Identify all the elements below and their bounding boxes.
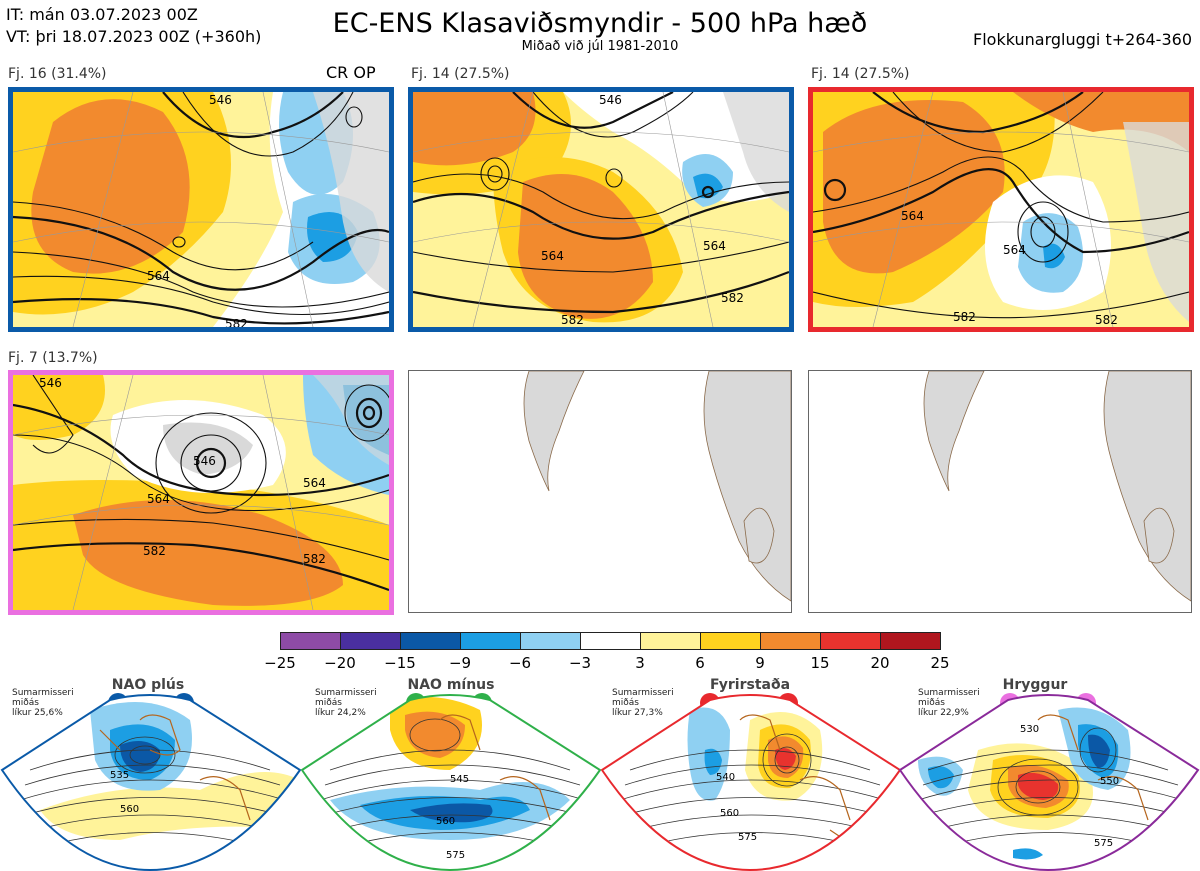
cluster-4-contour-label-4: 564 bbox=[303, 476, 326, 490]
regime-1-contour-label-1: 535 bbox=[110, 770, 129, 781]
regime-3-map: 540 560 575 bbox=[600, 694, 902, 871]
colorbar-segment-10 bbox=[820, 632, 881, 650]
regime-4-contour-label-1: 530 bbox=[1020, 724, 1039, 735]
empty-map-panel-1 bbox=[408, 370, 792, 613]
colorbar-tick-9: 9 bbox=[755, 654, 765, 672]
colorbar-segment-6 bbox=[580, 632, 641, 650]
cluster-2-contour-label-3: 564 bbox=[703, 239, 726, 253]
regime-2-note: Sumarmisseri miðás líkur 24,2% bbox=[315, 688, 377, 718]
regime-2-map: 545 560 575 bbox=[300, 694, 602, 871]
regime-1-map: 535 560 bbox=[0, 694, 302, 871]
cluster-2-contour-label-2: 564 bbox=[541, 249, 564, 263]
cluster-4-contour-label-2: 546 bbox=[193, 454, 216, 468]
colorbar-tick-7: 3 bbox=[635, 654, 645, 672]
cluster-2-label: Fj. 14 (27.5%) bbox=[411, 66, 510, 82]
regime-2-name: NAO mínus bbox=[407, 677, 495, 693]
colorbar-tick-3: −15 bbox=[384, 654, 416, 672]
regime-3-name: Fyrirstaða bbox=[709, 677, 791, 693]
colorbar-segment-3 bbox=[400, 632, 461, 650]
colorbar-segment-7 bbox=[640, 632, 701, 650]
regime-2-contour-label-1: 545 bbox=[450, 774, 469, 785]
regime-2-note-line-3: líkur 24,2% bbox=[315, 708, 366, 718]
regime-1-name: NAO plús bbox=[111, 677, 185, 693]
colorbar-tick-11: 20 bbox=[870, 654, 890, 672]
regime-3-contour-label-1: 540 bbox=[716, 772, 735, 783]
regime-2-contour-label-3: 575 bbox=[446, 850, 465, 861]
colorbar-segment-8 bbox=[700, 632, 761, 650]
cluster-3-label: Fj. 14 (27.5%) bbox=[811, 66, 910, 82]
regime-3-note-line-2: miðás bbox=[612, 698, 639, 708]
regime-4-note-line-1: Sumarmisseri bbox=[918, 688, 980, 698]
climatology-subtitle: Miðað við júl 1981-2010 bbox=[521, 39, 679, 54]
cluster-4-label: Fj. 7 (13.7%) bbox=[8, 350, 98, 366]
regime-4-note: Sumarmisseri miðás líkur 22,9% bbox=[918, 688, 980, 718]
colorbar-tick-5: −6 bbox=[508, 654, 532, 672]
cluster-4-contour-label-3: 564 bbox=[147, 492, 170, 506]
cluster-4-contour-label-5: 582 bbox=[143, 544, 166, 558]
cluster-3-contour-label-2: 564 bbox=[1003, 243, 1026, 257]
cluster-1-contour-label-1: 546 bbox=[209, 93, 232, 107]
regime-4-map: 530 550 575 bbox=[898, 694, 1200, 871]
cluster-4-contour-label-1: 546 bbox=[39, 376, 62, 390]
colorbar-segment-9 bbox=[760, 632, 821, 650]
regime-2-note-line-1: Sumarmisseri bbox=[315, 688, 377, 698]
cluster-1-map: 546 564 582 bbox=[8, 87, 394, 332]
cluster-3-contour-label-3: 582 bbox=[953, 310, 976, 324]
cluster-1-label: Fj. 16 (31.4%) bbox=[8, 66, 107, 82]
cluster-4-contour-label-6: 582 bbox=[303, 552, 326, 566]
cluster-4-map: 546 546 564 564 582 582 bbox=[8, 370, 394, 615]
page-title: EC-ENS Klasaviðsmyndir - 500 hPa hæð bbox=[332, 8, 868, 39]
regime-4-note-line-3: líkur 22,9% bbox=[918, 708, 969, 718]
regime-1-contour-label-2: 560 bbox=[120, 804, 139, 815]
colorbar-tick-8: 6 bbox=[695, 654, 705, 672]
regime-1-note-line-1: Sumarmisseri bbox=[12, 688, 74, 698]
cluster-1-contour-label-3: 582 bbox=[225, 317, 248, 327]
regime-3-note-line-3: líkur 27,3% bbox=[612, 708, 663, 718]
colorbar-tick-12: 25 bbox=[930, 654, 950, 672]
regime-3-note: Sumarmisseri miðás líkur 27,3% bbox=[612, 688, 674, 718]
colorbar-segment-11 bbox=[880, 632, 941, 650]
colorbar-segment-2 bbox=[340, 632, 401, 650]
cluster-1-contour-label-2: 564 bbox=[147, 269, 170, 283]
cluster-3-map: 564 564 582 582 bbox=[808, 87, 1194, 332]
initial-time: IT: mán 03.07.2023 00Z bbox=[6, 5, 198, 24]
regime-1-note: Sumarmisseri miðás líkur 25,6% bbox=[12, 688, 74, 718]
regime-2-note-line-2: miðás bbox=[315, 698, 342, 708]
cluster-3-contour-label-4: 582 bbox=[1095, 313, 1118, 327]
regime-4-name: Hryggur bbox=[1002, 677, 1068, 693]
cluster-3-contour-label-1: 564 bbox=[901, 209, 924, 223]
empty-map-panel-2 bbox=[808, 370, 1192, 613]
valid-time: VT: þri 18.07.2023 00Z (+360h) bbox=[6, 27, 262, 46]
regime-2-contour-label-2: 560 bbox=[436, 816, 455, 827]
colorbar-tick-1: −25 bbox=[264, 654, 296, 672]
cluster-1-extra-label: CR OP bbox=[326, 63, 376, 82]
classification-window: Flokkunargluggi t+264-360 bbox=[973, 30, 1192, 49]
regime-4-note-line-2: miðás bbox=[918, 698, 945, 708]
colorbar-segment-5 bbox=[520, 632, 581, 650]
regime-3-note-line-1: Sumarmisseri bbox=[612, 688, 674, 698]
cluster-2-contour-label-1: 546 bbox=[599, 93, 622, 107]
regime-4-contour-label-2: 550 bbox=[1100, 776, 1119, 787]
colorbar-segment-1 bbox=[280, 632, 341, 650]
regime-1-note-line-3: líkur 25,6% bbox=[12, 708, 63, 718]
colorbar-segment-4 bbox=[460, 632, 521, 650]
colorbar-tick-4: −9 bbox=[448, 654, 472, 672]
regime-3-contour-label-3: 575 bbox=[738, 832, 757, 843]
colorbar-tick-6: −3 bbox=[568, 654, 592, 672]
cluster-2-contour-label-5: 582 bbox=[721, 291, 744, 305]
colorbar-tick-2: −20 bbox=[324, 654, 356, 672]
regime-3-contour-label-2: 560 bbox=[720, 808, 739, 819]
colorbar-tick-10: 15 bbox=[810, 654, 830, 672]
cluster-2-contour-label-4: 582 bbox=[561, 313, 584, 327]
header-info: IT: mán 03.07.2023 00Z VT: þri 18.07.202… bbox=[6, 4, 261, 48]
regime-1-note-line-2: miðás bbox=[12, 698, 39, 708]
regime-4-contour-label-3: 575 bbox=[1094, 838, 1113, 849]
cluster-2-map: 546 564 564 582 582 bbox=[408, 87, 794, 332]
